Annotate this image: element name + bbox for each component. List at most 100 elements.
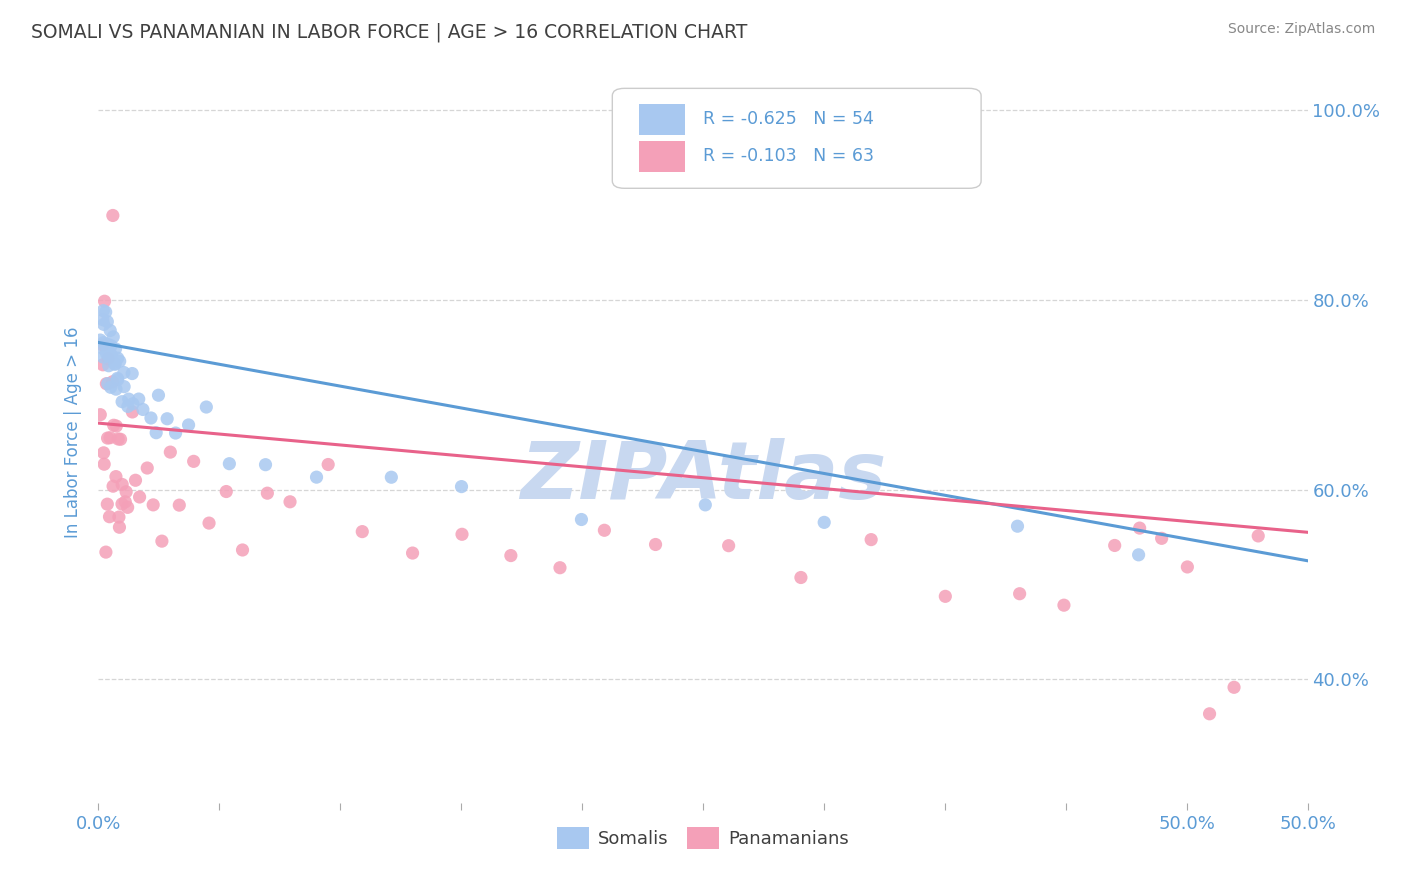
Point bbox=[145, 425, 167, 440]
Point bbox=[934, 590, 956, 604]
Point bbox=[215, 484, 238, 499]
Point bbox=[110, 432, 132, 446]
Point bbox=[97, 376, 120, 391]
Point bbox=[91, 303, 114, 318]
Point bbox=[132, 402, 155, 417]
Point bbox=[159, 445, 181, 459]
Point bbox=[1150, 532, 1173, 546]
Point bbox=[1177, 560, 1199, 574]
Point bbox=[103, 418, 125, 433]
Point bbox=[112, 379, 135, 393]
Text: R = -0.625   N = 54: R = -0.625 N = 54 bbox=[703, 111, 875, 128]
Point bbox=[124, 473, 146, 487]
Point bbox=[593, 523, 616, 537]
Point bbox=[198, 516, 221, 530]
Point bbox=[108, 520, 131, 534]
Point bbox=[571, 512, 593, 526]
Point bbox=[101, 479, 124, 493]
Point bbox=[316, 458, 339, 472]
FancyBboxPatch shape bbox=[638, 103, 685, 135]
Point bbox=[117, 500, 139, 515]
Point bbox=[121, 367, 143, 381]
Point bbox=[93, 294, 115, 309]
Point bbox=[98, 509, 121, 524]
Point bbox=[104, 469, 127, 483]
Point bbox=[107, 373, 129, 387]
Point bbox=[860, 533, 883, 547]
Point bbox=[1053, 598, 1076, 612]
Point bbox=[91, 358, 114, 372]
Point bbox=[1247, 529, 1270, 543]
Point bbox=[218, 457, 240, 471]
Point bbox=[128, 392, 150, 406]
Y-axis label: In Labor Force | Age > 16: In Labor Force | Age > 16 bbox=[65, 326, 83, 539]
Point bbox=[115, 484, 138, 499]
Point bbox=[97, 359, 120, 373]
Point bbox=[91, 338, 114, 352]
Point bbox=[717, 539, 740, 553]
Point bbox=[254, 458, 277, 472]
Point bbox=[128, 490, 150, 504]
Point bbox=[451, 527, 474, 541]
Point bbox=[104, 357, 127, 371]
Point bbox=[117, 400, 139, 414]
Point bbox=[111, 477, 134, 491]
Point bbox=[100, 348, 122, 362]
Text: R = -0.103   N = 63: R = -0.103 N = 63 bbox=[703, 147, 875, 165]
Text: SOMALI VS PANAMANIAN IN LABOR FORCE | AGE > 16 CORRELATION CHART: SOMALI VS PANAMANIAN IN LABOR FORCE | AG… bbox=[31, 22, 748, 42]
Point bbox=[450, 480, 472, 494]
Point bbox=[94, 545, 117, 559]
FancyBboxPatch shape bbox=[638, 141, 685, 172]
Text: Source: ZipAtlas.com: Source: ZipAtlas.com bbox=[1227, 22, 1375, 37]
Point bbox=[107, 371, 129, 385]
Point bbox=[1129, 521, 1152, 535]
Point bbox=[177, 417, 200, 432]
FancyBboxPatch shape bbox=[613, 88, 981, 188]
Point bbox=[169, 498, 191, 512]
Point bbox=[93, 335, 115, 350]
Point bbox=[108, 510, 131, 524]
Point bbox=[96, 376, 118, 391]
Point bbox=[93, 457, 115, 471]
Point bbox=[111, 394, 134, 409]
Point bbox=[695, 498, 717, 512]
Point bbox=[139, 411, 162, 425]
Point bbox=[813, 516, 835, 530]
Point bbox=[1198, 706, 1220, 721]
Point bbox=[1007, 519, 1029, 533]
Point bbox=[278, 495, 301, 509]
Point bbox=[100, 380, 122, 394]
Point bbox=[93, 318, 115, 332]
Point bbox=[101, 209, 124, 223]
Point bbox=[136, 461, 159, 475]
Point bbox=[97, 431, 120, 445]
Point bbox=[93, 446, 115, 460]
Point bbox=[107, 432, 129, 446]
Point bbox=[94, 305, 117, 319]
Point bbox=[644, 537, 666, 551]
Point bbox=[96, 315, 118, 329]
Point bbox=[98, 324, 121, 338]
Point bbox=[89, 333, 111, 347]
Point bbox=[156, 411, 179, 425]
Point bbox=[105, 419, 128, 434]
Point bbox=[401, 546, 423, 560]
Point bbox=[121, 405, 143, 419]
Point bbox=[183, 454, 205, 468]
Point bbox=[97, 349, 120, 363]
Point bbox=[380, 470, 402, 484]
Point bbox=[148, 388, 170, 402]
Point bbox=[256, 486, 278, 500]
Point bbox=[122, 397, 145, 411]
Point bbox=[108, 354, 131, 368]
Point bbox=[96, 346, 118, 360]
Point bbox=[101, 375, 124, 389]
Point bbox=[114, 495, 136, 509]
Point bbox=[231, 543, 253, 558]
Point bbox=[112, 366, 135, 380]
Point bbox=[111, 497, 134, 511]
Point bbox=[96, 341, 118, 355]
Point bbox=[1223, 681, 1246, 695]
Point bbox=[790, 570, 813, 584]
Point bbox=[499, 549, 522, 563]
